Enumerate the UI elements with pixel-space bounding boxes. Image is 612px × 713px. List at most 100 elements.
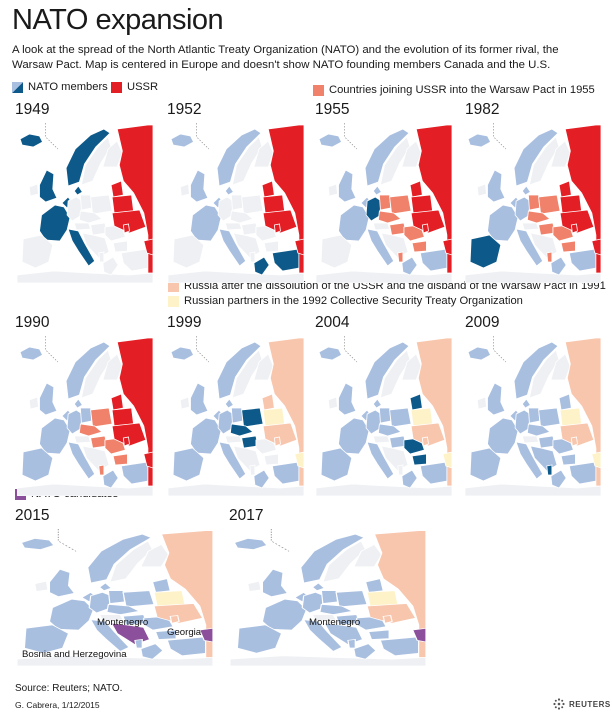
europe-map-svg [316,336,452,496]
country-caucasus [199,627,213,643]
country-iberia [23,624,70,654]
country-greece [102,256,119,276]
country-poland [90,407,113,428]
map-1999 [168,336,304,496]
inset-divider [196,336,210,363]
country-uk [190,169,209,203]
legend-label-ussr: USSR [127,81,159,93]
country-nafrica [316,483,452,496]
country-bulgaria [263,240,279,253]
map-1982 [465,123,601,283]
country-yugo [380,232,409,259]
country-czech [229,210,254,224]
country-denmark [73,185,84,196]
country-moldova [122,223,130,234]
country-baltics [409,393,423,411]
country-turkey [568,248,601,272]
country-france [487,204,519,242]
inset-divider [45,336,59,363]
map-year-label: 1949 [15,101,50,118]
country-ireland [28,396,39,410]
country-uk [48,568,76,598]
country-czech [377,423,402,437]
country-italy [218,228,247,267]
country-ukraine [111,422,147,447]
inset-divider [493,123,507,150]
country-moldova [421,223,429,234]
country-france [338,417,370,455]
country-yugo [529,445,558,472]
country-iceland [233,538,268,550]
country-turkey [120,461,153,485]
legend-label-warsaw: Countries joining USSR into the Warsaw P… [329,84,595,96]
country-baltics [261,393,275,411]
country-turkey [120,248,153,272]
map-1952 [168,123,304,283]
europe-map-svg [17,529,213,666]
country-denmark [521,398,532,409]
country-sweden [528,136,560,186]
country-finland [253,353,274,381]
country-italy [67,228,96,267]
country-uk [487,382,506,416]
country-caucasus [591,238,601,256]
country-turkey [166,636,213,657]
country-ireland [34,580,49,592]
reuters-dot-icon [553,698,565,710]
country-russia [564,337,601,487]
map-year-label: 1982 [465,101,500,118]
inset-divider [344,336,358,363]
country-nafrica [465,270,601,283]
map-2004 [316,336,452,496]
country-bulgaria [411,453,427,466]
page-title: NATO expansion [12,4,224,36]
country-italy [302,619,343,652]
country-czech [319,603,354,615]
country-austria [73,222,92,231]
country-sweden [231,349,263,399]
country-yugo [110,622,151,646]
country-ukraine [262,209,298,234]
country-czech [377,210,402,224]
country-denmark [224,398,235,409]
country-baltics [558,393,572,411]
country-austria [73,435,92,444]
country-finland [401,140,422,168]
country-iceland [170,133,195,148]
country-italy [366,441,395,480]
map-year-label: 2004 [315,314,350,331]
map-1955 [316,123,452,283]
country-france [39,417,71,455]
country-greece [550,256,567,276]
country-yugo [81,232,110,259]
country-russia [267,337,304,487]
country-ukraine [559,209,595,234]
country-poland [241,407,264,428]
legend-nato-members: NATO members [12,81,108,93]
country-italy [89,619,130,652]
country-denmark [224,185,235,196]
country-baltics [261,180,275,198]
country-finland [102,353,123,381]
country-greece [401,256,418,276]
country-nafrica [17,270,153,283]
country-ukraine [559,422,595,447]
country-iceland [467,133,492,148]
europe-map-svg [168,336,304,496]
map-2015 [17,529,213,666]
map-year-label: 2017 [229,507,264,524]
country-france [190,417,222,455]
country-denmark [521,185,532,196]
map-label-montenegro: Montenegro [97,617,148,628]
country-norway [65,341,111,400]
country-austria [311,614,337,621]
europe-map-svg [465,123,601,283]
country-baltics [409,180,423,198]
country-finland [140,543,170,568]
country-russia [116,337,153,487]
country-sweden [379,136,411,186]
map-1949 [17,123,153,283]
country-turkey [271,461,304,485]
map-label-georgia: Georgia [167,627,202,638]
